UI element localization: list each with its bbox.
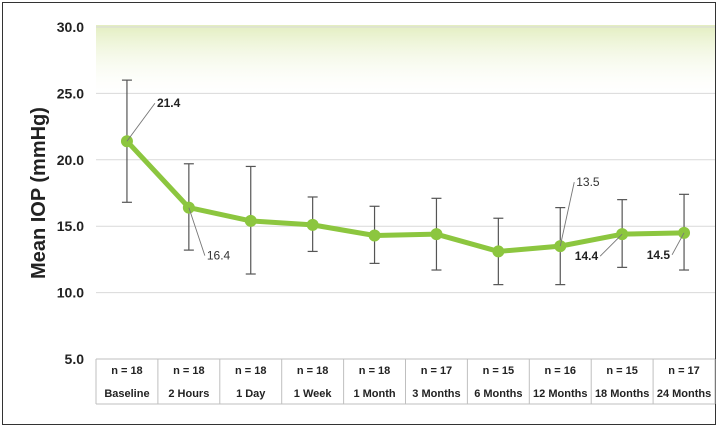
data-label-leader xyxy=(126,102,156,142)
chart-frame: 5.0 10.0 15.0 20.0 25.0 30.0 Mean IOP (mmHg) … xyxy=(2,2,716,425)
y-axis-label: Mean IOP (mmHg) xyxy=(28,107,50,279)
category-label: 3 Months xyxy=(412,388,460,400)
top-band xyxy=(96,25,715,100)
y-tick-label: 25.0 xyxy=(57,85,84,101)
data-label-leader xyxy=(559,182,575,247)
data-point xyxy=(368,229,381,242)
data-label: 13.5 xyxy=(576,175,600,189)
data-point xyxy=(244,214,257,227)
data-label-leader xyxy=(599,233,623,257)
y-axis-ticks: 5.0 10.0 15.0 20.0 25.0 30.0 xyxy=(57,19,84,367)
n-label: n = 16 xyxy=(545,365,577,377)
n-label: n = 18 xyxy=(173,365,205,377)
data-point xyxy=(430,228,443,241)
y-tick-label: 30.0 xyxy=(57,19,84,35)
data-label: 14.4 xyxy=(575,249,599,263)
category-label: 6 Months xyxy=(474,388,522,400)
n-label: n = 18 xyxy=(297,365,329,377)
category-label: 24 Months xyxy=(657,388,711,400)
iop-line-chart: 5.010.015.020.025.030.0 Mean IOP (mmHg) … xyxy=(28,19,716,405)
category-label: 1 Day xyxy=(236,388,266,400)
data-label-leader xyxy=(671,232,685,256)
data-labels: 21.4 16.4 13.5 14.4 14.5 xyxy=(126,96,685,263)
data-label: 14.5 xyxy=(647,248,671,262)
category-label: Baseline xyxy=(104,388,149,400)
category-table: n = 18 Baseline n = 18 2 Hours n = 18 1 Day n … xyxy=(95,358,716,405)
y-tick-label: 5.0 xyxy=(65,351,85,367)
y-tick-label: 20.0 xyxy=(57,152,84,168)
category-label: 12 Months xyxy=(533,388,587,400)
category-label: 1 Week xyxy=(294,388,333,400)
category-label: 1 Month xyxy=(353,388,395,400)
n-label: n = 17 xyxy=(421,365,453,377)
y-tick-label: 15.0 xyxy=(57,218,84,234)
n-label: n = 18 xyxy=(235,365,267,377)
n-label: n = 18 xyxy=(111,365,143,377)
data-label: 21.4 xyxy=(157,96,181,110)
series-line xyxy=(124,138,687,254)
gridlines xyxy=(96,26,715,294)
data-label-leader xyxy=(188,207,206,256)
n-label: n = 17 xyxy=(668,365,700,377)
n-label: n = 15 xyxy=(606,365,638,377)
data-label: 16.4 xyxy=(207,249,231,263)
n-label: n = 18 xyxy=(359,365,391,377)
n-label: n = 15 xyxy=(483,365,515,377)
data-point xyxy=(492,245,505,258)
y-tick-label: 10.0 xyxy=(57,285,84,301)
category-label: 18 Months xyxy=(595,388,649,400)
data-point xyxy=(306,218,319,231)
data-points xyxy=(120,135,691,258)
category-label: 2 Hours xyxy=(168,388,209,400)
